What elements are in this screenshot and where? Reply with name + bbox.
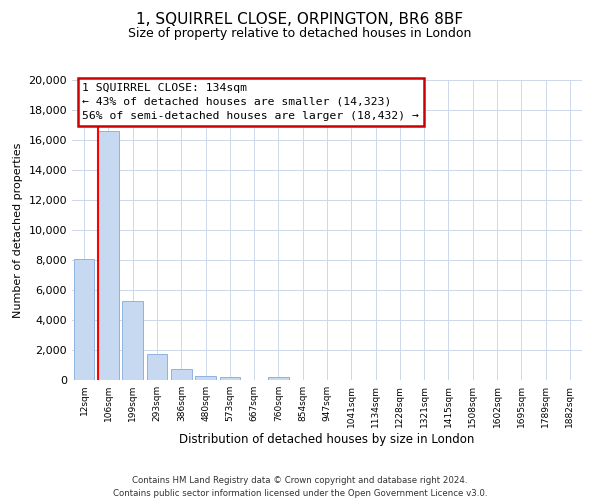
Bar (171, 369, 191, 380)
X-axis label: Distribution of detached houses by size in London: Distribution of detached houses by size … (179, 432, 475, 446)
Text: Contains HM Land Registry data © Crown copyright and database right 2024.
Contai: Contains HM Land Registry data © Crown c… (113, 476, 487, 498)
Bar (122, 300, 143, 380)
Bar (268, 376, 289, 380)
Text: 1 SQUIRREL CLOSE: 134sqm
← 43% of detached houses are smaller (14,323)
56% of se: 1 SQUIRREL CLOSE: 134sqm ← 43% of detach… (82, 83, 419, 121)
Bar (146, 354, 167, 380)
Bar (74, 258, 94, 380)
Bar (98, 131, 119, 380)
Text: 1, SQUIRREL CLOSE, ORPINGTON, BR6 8BF: 1, SQUIRREL CLOSE, ORPINGTON, BR6 8BF (136, 12, 464, 28)
Y-axis label: Number of detached properties: Number of detached properties (13, 142, 23, 318)
Bar (195, 376, 216, 380)
Text: Size of property relative to detached houses in London: Size of property relative to detached ho… (128, 28, 472, 40)
Bar (220, 376, 240, 380)
